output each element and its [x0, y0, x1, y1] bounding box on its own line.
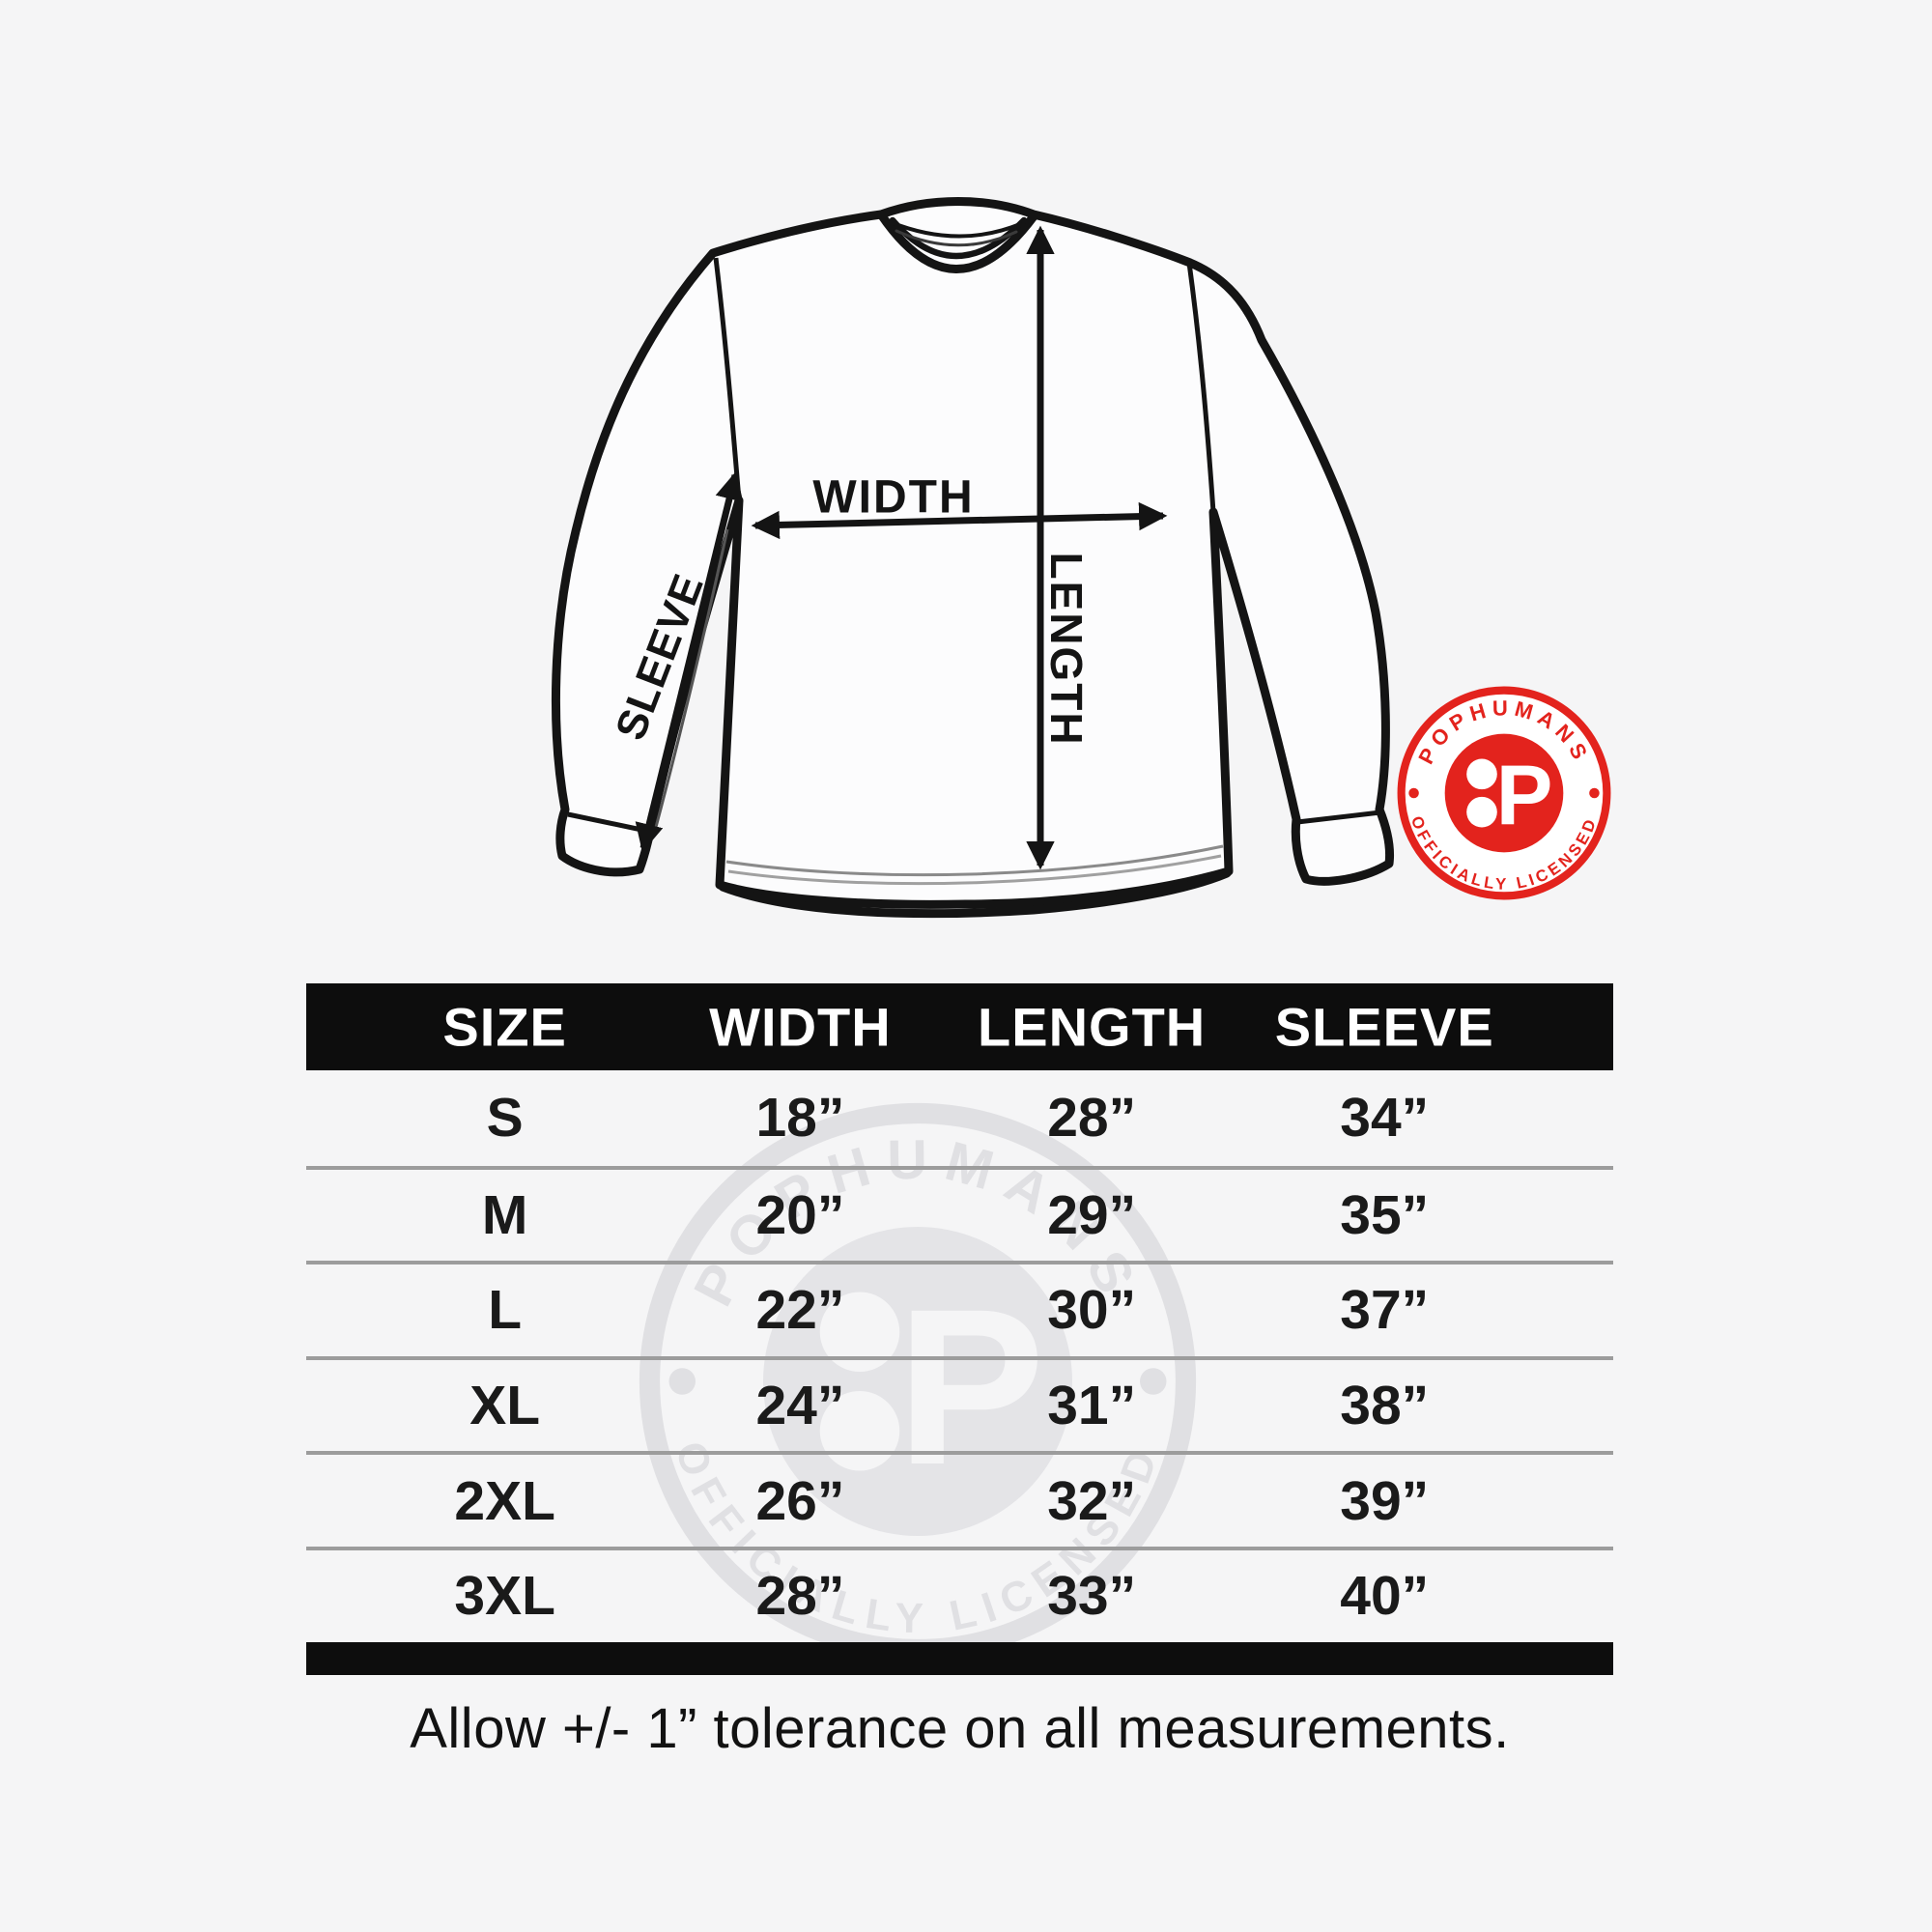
collar-back-seam-2: [895, 229, 1018, 247]
table-row-l: L 22” 30” 37”: [306, 1261, 1613, 1356]
collar-back-seam: [889, 220, 1022, 239]
badge-monogram-dot-bottom: [1466, 796, 1497, 828]
left-shoulder-seam: [713, 257, 742, 501]
length-value: 29”: [1047, 1183, 1137, 1246]
sleeve-value: 34”: [1340, 1087, 1430, 1150]
column-header-width: WIDTH: [709, 996, 892, 1058]
column-header-size: SIZE: [442, 996, 567, 1058]
width-value: 24”: [755, 1375, 845, 1437]
sleeve-value: 38”: [1340, 1375, 1430, 1437]
badge-side-dot-right: [1589, 787, 1600, 799]
table-row-s: S 18” 28” 34”: [306, 1070, 1613, 1166]
length-value: 33”: [1047, 1565, 1137, 1628]
length-value: 30”: [1047, 1279, 1137, 1342]
pophumans-badge: P POPHUMANS OFFICIALLY LICENSED: [1393, 682, 1615, 904]
size-value: L: [488, 1279, 523, 1342]
tolerance-footnote: Allow +/- 1” tolerance on all measuremen…: [410, 1697, 1510, 1760]
watermark-side-dot-left: [668, 1368, 696, 1395]
table-row-3xl: 3XL 28” 33” 40”: [306, 1546, 1613, 1642]
pophumans-watermark: P POPHUMANS OFFICIALLY LICENSED: [628, 1092, 1208, 1671]
sleeve-value: 40”: [1340, 1565, 1430, 1628]
sleeve-value: 35”: [1340, 1183, 1430, 1246]
width-value: 26”: [755, 1469, 845, 1532]
table-row-m: M 20” 29” 35”: [306, 1165, 1613, 1262]
column-header-length: LENGTH: [978, 996, 1207, 1058]
size-value: XL: [469, 1375, 541, 1437]
length-value: 32”: [1047, 1469, 1137, 1532]
watermark-monogram-dot-top: [819, 1292, 900, 1372]
badge-side-dot-left: [1408, 787, 1419, 799]
width-value: 18”: [755, 1087, 845, 1150]
shirt-outline: [552, 197, 1394, 909]
size-table-header: SIZE WIDTH LENGTH SLEEVE: [306, 983, 1613, 1070]
watermark-monogram-dot-bottom: [819, 1391, 900, 1471]
table-bottom-bar: [306, 1641, 1613, 1675]
collar-outer-arc: [876, 210, 1038, 273]
length-value: 31”: [1047, 1375, 1137, 1437]
size-value: M: [481, 1183, 528, 1246]
size-value: S: [486, 1087, 524, 1150]
left-cuff-seam: [567, 811, 647, 834]
sleeve-value: 39”: [1340, 1469, 1430, 1532]
right-cuff-seam: [1296, 810, 1381, 825]
watermark-side-dot-right: [1140, 1368, 1167, 1395]
width-label: WIDTH: [812, 472, 974, 524]
right-shoulder-seam: [1186, 262, 1216, 513]
sleeve-value: 37”: [1340, 1279, 1430, 1342]
size-value: 2XL: [454, 1469, 555, 1532]
width-value: 20”: [755, 1183, 845, 1246]
length-value: 28”: [1047, 1087, 1137, 1150]
table-row-2xl: 2XL 26” 32” 39”: [306, 1451, 1613, 1547]
table-row-xl: XL 24” 31” 38”: [306, 1355, 1613, 1452]
hem-stitch-2: [727, 854, 1222, 886]
sleeve-arrow: [635, 470, 744, 853]
width-arrow: [751, 501, 1168, 540]
badge-monogram-dot-top: [1466, 758, 1497, 790]
size-value: 3XL: [454, 1565, 555, 1628]
width-value: 28”: [755, 1565, 845, 1628]
badge-monogram: P: [1496, 748, 1553, 843]
column-header-sleeve: SLEEVE: [1274, 996, 1494, 1058]
size-table: SIZE WIDTH LENGTH SLEEVE S 18” 28” 34” M…: [306, 983, 1613, 1675]
watermark-monogram: P: [896, 1263, 1044, 1511]
hem-fold: [718, 868, 1232, 919]
length-label: LENGTH: [1041, 552, 1092, 746]
width-value: 22”: [755, 1279, 845, 1342]
hem-stitch-1: [725, 844, 1224, 877]
